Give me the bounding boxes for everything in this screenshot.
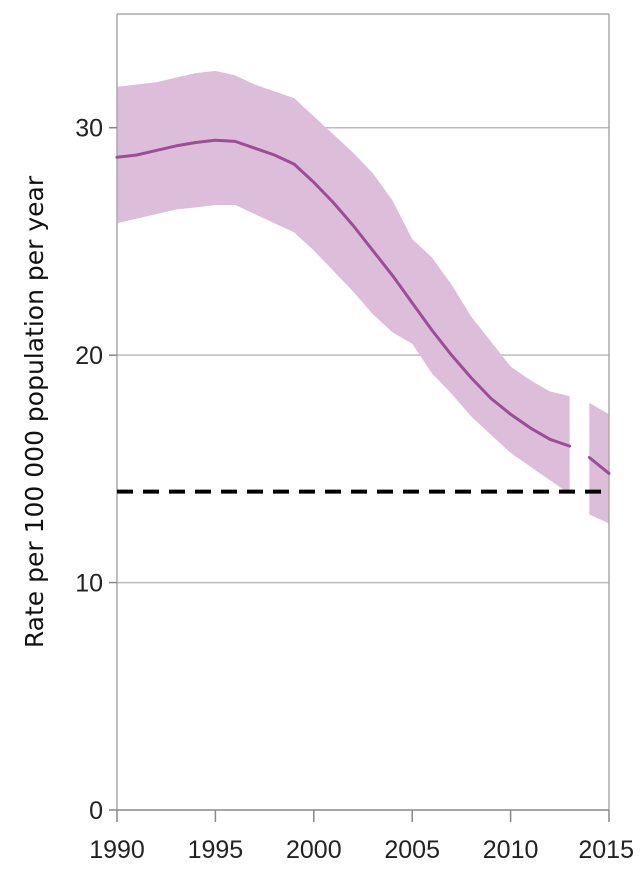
x-tick-labels: 1990 1995 2000 2005 2010 2015 xyxy=(89,836,634,864)
uncertainty-band-1 xyxy=(117,70,570,494)
x-tick-label-2005: 2005 xyxy=(384,836,440,864)
x-tick-label-1990: 1990 xyxy=(89,836,145,864)
x-tick-label-2010: 2010 xyxy=(483,836,539,864)
y-tick-label-20: 20 xyxy=(75,342,103,370)
y-tick-label-30: 30 xyxy=(75,115,103,143)
y-tick-label-10: 10 xyxy=(75,570,103,598)
y-tick-label-0: 0 xyxy=(89,797,103,825)
y-tick-labels: 0 10 20 30 xyxy=(75,115,103,825)
series-lines xyxy=(115,138,611,475)
series-line-1 xyxy=(115,138,572,448)
y-axis-title: Rate per 100 000 population per year xyxy=(20,175,49,648)
x-tick-label-1995: 1995 xyxy=(188,836,244,864)
uncertainty-bands xyxy=(117,70,609,524)
uncertainty-band-2 xyxy=(589,402,609,524)
x-tick-label-2000: 2000 xyxy=(286,836,342,864)
x-tick-label-2015: 2015 xyxy=(578,836,634,864)
series-line-2 xyxy=(587,455,611,475)
axes xyxy=(109,13,610,822)
